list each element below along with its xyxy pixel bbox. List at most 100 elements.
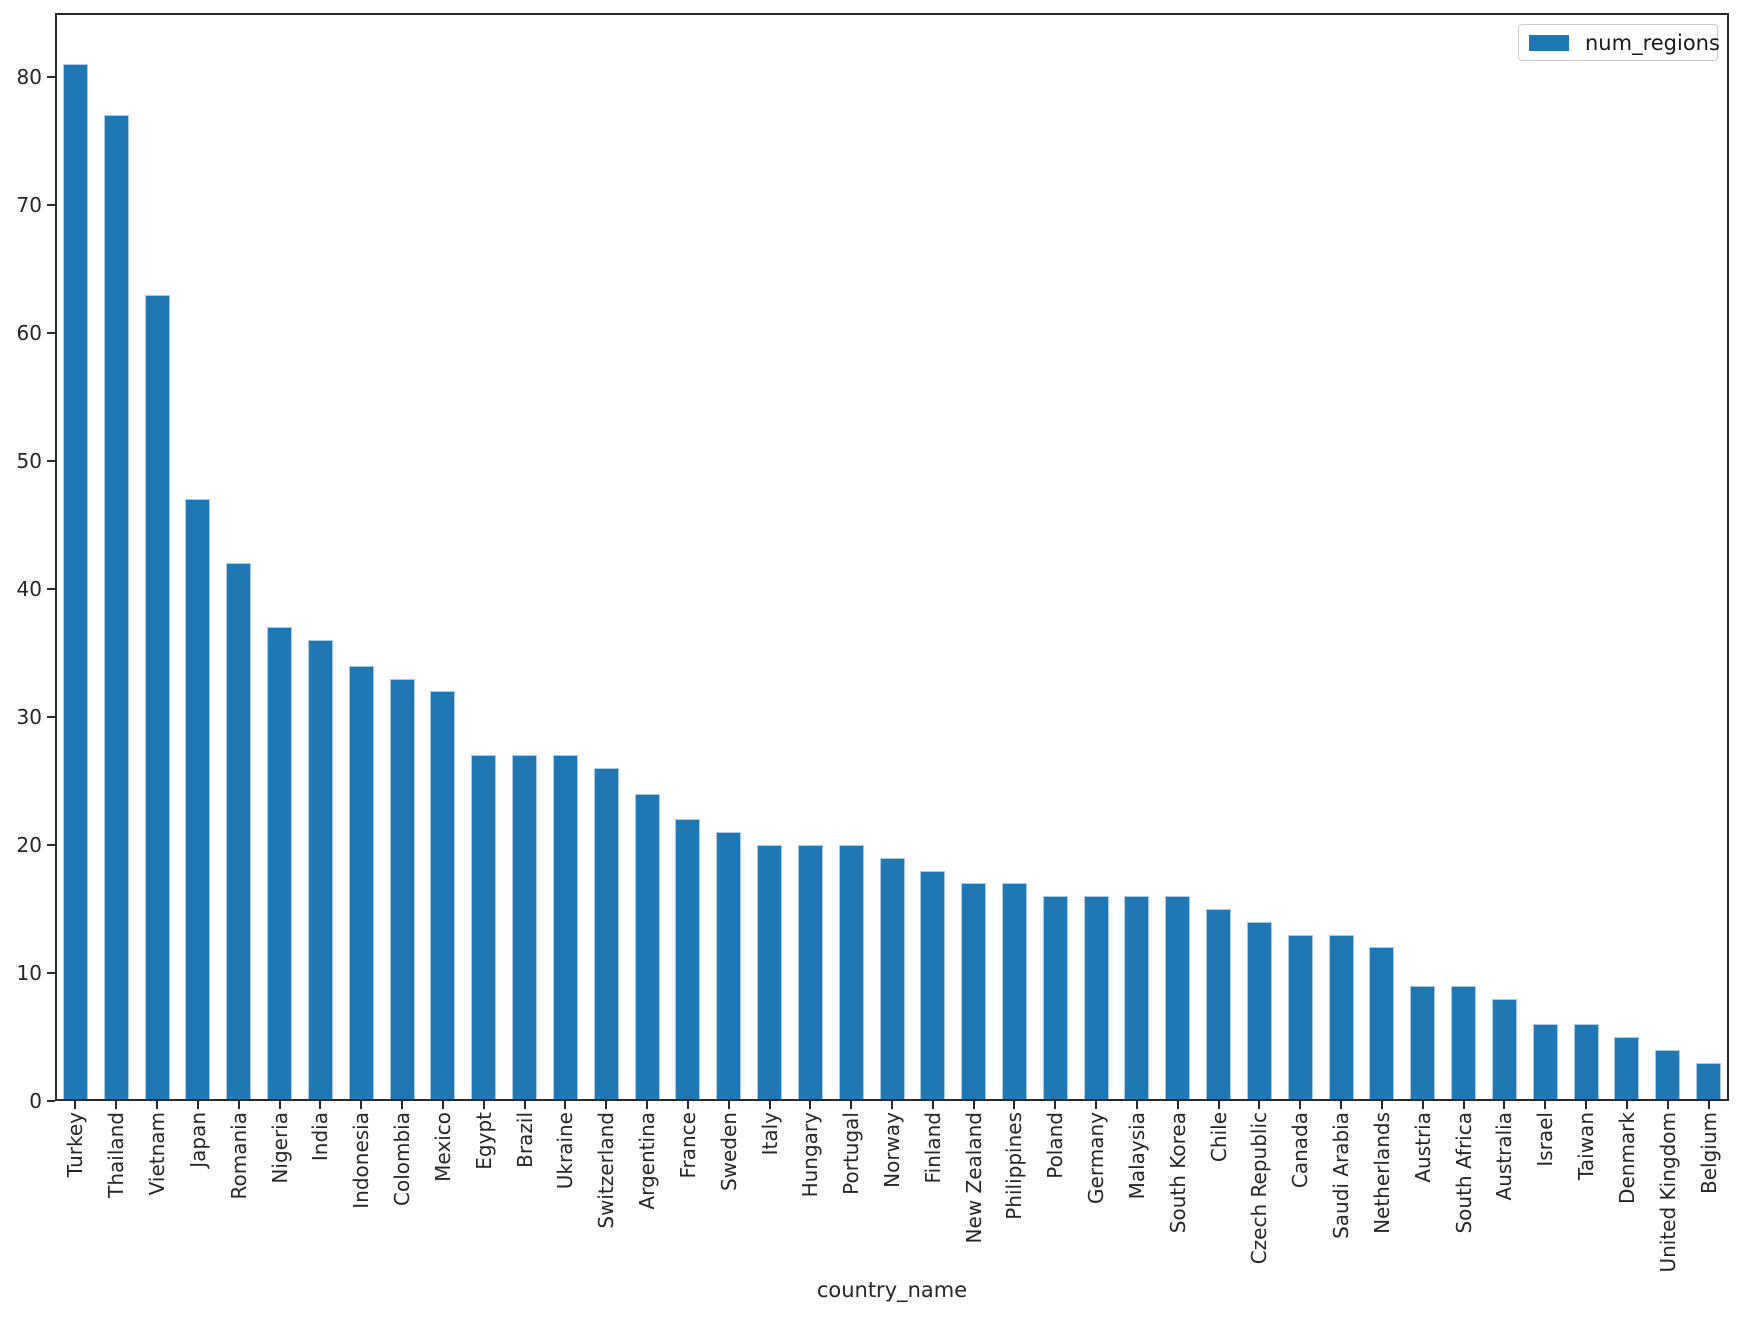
x-tick-label: India — [308, 1112, 333, 1162]
x-tick-label: Nigeria — [267, 1112, 292, 1184]
x-tick-mark — [686, 1101, 689, 1109]
x-tick-label: Sweden — [716, 1112, 741, 1192]
x-tick-mark — [605, 1101, 608, 1109]
bar-belgium — [1696, 1062, 1722, 1101]
bar-hungary — [797, 845, 823, 1101]
legend-label: num_regions — [1585, 30, 1720, 55]
x-tick-mark — [237, 1101, 240, 1109]
bar-italy — [757, 845, 782, 1101]
x-tick-mark — [1135, 1101, 1138, 1109]
bar-denmark — [1614, 1037, 1640, 1101]
x-tick-mark — [1625, 1101, 1628, 1109]
x-tick-mark — [1013, 1101, 1016, 1109]
x-tick-label: Vietnam — [145, 1112, 170, 1196]
y-tick-label: 40 — [16, 577, 42, 601]
x-tick-label: France — [675, 1112, 700, 1179]
bar-saudi-arabia — [1328, 934, 1354, 1101]
bar-austria — [1410, 985, 1436, 1101]
x-tick-label: South Africa — [1451, 1112, 1476, 1234]
bar-australia — [1491, 998, 1517, 1101]
x-tick-mark — [891, 1101, 893, 1109]
bar-taiwan — [1573, 1024, 1599, 1101]
x-tick-label: Colombia — [390, 1112, 415, 1206]
x-tick-label: Denmark — [1614, 1112, 1639, 1204]
x-tick-label: Philippines — [1002, 1112, 1027, 1220]
bar-brazil — [512, 755, 538, 1101]
y-tick-mark — [47, 588, 55, 590]
bar-thailand — [103, 115, 129, 1101]
y-tick-mark — [47, 844, 55, 846]
x-tick-label: Australia — [1492, 1112, 1517, 1201]
x-tick-label: Japan — [185, 1112, 210, 1168]
y-tick-mark — [47, 76, 55, 78]
x-tick-label: Romania — [226, 1112, 251, 1200]
x-tick-label: Brazil — [512, 1112, 537, 1168]
x-tick-label: Canada — [1288, 1112, 1313, 1189]
x-tick-mark — [564, 1101, 567, 1109]
x-tick-mark — [115, 1101, 118, 1109]
x-tick-label: Portugal — [839, 1112, 864, 1195]
x-tick-mark — [1217, 1101, 1220, 1109]
x-tick-label: Israel — [1533, 1112, 1558, 1167]
legend-swatch — [1529, 34, 1569, 51]
x-tick-mark — [850, 1101, 853, 1109]
bar-czech-republic — [1246, 921, 1272, 1101]
bar-netherlands — [1369, 947, 1395, 1101]
y-tick-label: 30 — [16, 705, 42, 729]
bar-indonesia — [348, 665, 374, 1101]
x-tick-mark — [646, 1101, 649, 1109]
x-tick-mark — [441, 1101, 444, 1109]
x-tick-mark — [319, 1101, 322, 1109]
x-tick-mark — [768, 1101, 771, 1109]
x-tick-label: Thailand — [104, 1112, 129, 1198]
x-tick-mark — [1462, 1101, 1465, 1109]
x-tick-label: Indonesia — [349, 1112, 374, 1209]
bar-poland — [1042, 896, 1068, 1101]
x-tick-label: Norway — [880, 1112, 904, 1188]
bar-india — [307, 640, 333, 1101]
x-tick-label: Austria — [1410, 1112, 1435, 1183]
x-tick-label: Ukraine — [553, 1112, 578, 1190]
bar-norway — [879, 857, 905, 1101]
y-tick-mark — [47, 972, 55, 974]
x-tick-label: Germany — [1084, 1112, 1109, 1204]
x-tick-mark — [401, 1101, 404, 1109]
bar-colombia — [389, 678, 415, 1101]
x-tick-label: Argentina — [635, 1112, 660, 1210]
x-tick-mark — [1258, 1101, 1261, 1109]
bar-chile — [1206, 909, 1232, 1101]
bar-united-kingdom — [1655, 1049, 1681, 1101]
x-tick-label: Malaysia — [1124, 1112, 1149, 1200]
x-tick-mark — [1176, 1101, 1179, 1109]
bar-germany — [1083, 896, 1109, 1101]
bar-argentina — [634, 793, 660, 1101]
x-tick-label: Turkey — [63, 1112, 88, 1178]
x-tick-mark — [156, 1101, 159, 1109]
x-tick-mark — [972, 1101, 975, 1109]
y-tick-label: 70 — [16, 193, 42, 217]
x-tick-mark — [931, 1101, 934, 1109]
bar-portugal — [838, 845, 864, 1101]
bar-south-africa — [1451, 985, 1477, 1101]
x-tick-label: Poland — [1043, 1112, 1068, 1179]
x-tick-mark — [1340, 1101, 1343, 1109]
x-tick-mark — [1380, 1101, 1383, 1109]
x-tick-mark — [809, 1101, 812, 1109]
y-tick-label: 50 — [16, 449, 42, 473]
x-tick-label: Finland — [920, 1112, 945, 1184]
x-tick-mark — [1421, 1101, 1424, 1109]
bar-nigeria — [267, 627, 293, 1101]
x-tick-mark — [1503, 1101, 1506, 1109]
bar-finland — [920, 870, 946, 1101]
x-tick-label: Mexico — [430, 1112, 455, 1182]
bar-mexico — [430, 691, 456, 1101]
bar-switzerland — [593, 768, 619, 1101]
bar-canada — [1287, 934, 1313, 1101]
x-tick-mark — [278, 1101, 281, 1109]
bar-vietnam — [144, 294, 170, 1101]
x-tick-label: Switzerland — [594, 1112, 619, 1229]
bar-philippines — [1001, 883, 1027, 1101]
bar-romania — [226, 563, 252, 1101]
y-tick-label: 0 — [29, 1089, 42, 1113]
